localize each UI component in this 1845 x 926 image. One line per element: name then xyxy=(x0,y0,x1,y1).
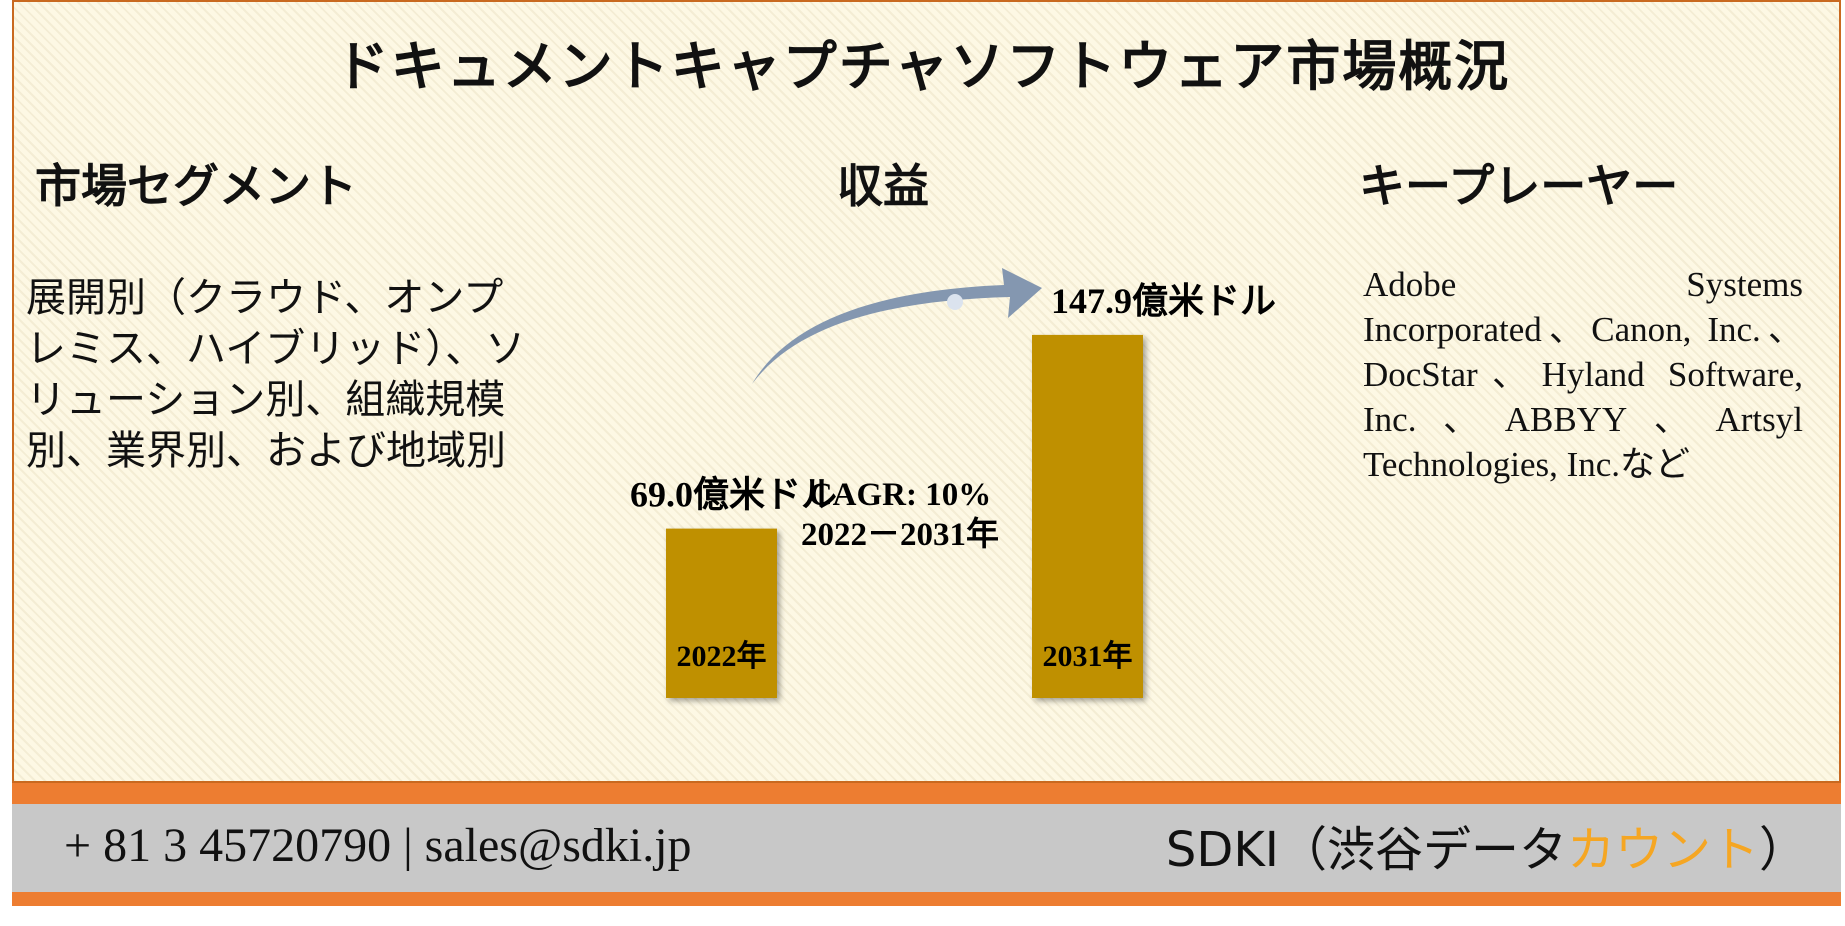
bar xyxy=(666,528,777,698)
footer-stripe xyxy=(12,783,1841,804)
bar-category: 2031年 xyxy=(1043,640,1133,673)
company-name: ） xyxy=(1758,822,1807,878)
value-label: 147.9億米ドル xyxy=(1051,281,1276,321)
bar xyxy=(1032,334,1143,698)
panel xyxy=(12,0,1841,783)
footer-bar xyxy=(12,804,1841,892)
cagr-annotation: CAGR: 10% xyxy=(809,477,991,513)
revenue-heading: 収益 xyxy=(837,161,929,212)
segments-heading: 市場セグメント xyxy=(35,161,357,212)
segments-text: 展開別（クラウド、オンプレミス、ハイブリッド）、ソリューション別、組織規模別、業… xyxy=(26,275,526,473)
bar-category: 2022年 xyxy=(677,640,767,673)
key-players-heading: キープレーヤー xyxy=(1359,161,1679,212)
page-title: ドキュメントキャプチャソフトウェア市場概況 xyxy=(334,37,1511,97)
company-name: カウント xyxy=(1566,822,1759,878)
footer-stripe xyxy=(12,892,1841,906)
growth-arrow xyxy=(752,268,1042,384)
company: SDKI（渋谷データカウント） xyxy=(1166,810,1807,880)
cagr-annotation: 2022－2031年 xyxy=(801,516,999,553)
arrow-dot xyxy=(947,294,963,310)
key-players-text: Adobe Systems Incorporated、Canon, Inc.、D… xyxy=(1363,265,1803,484)
company-name: SDKI（渋谷データ xyxy=(1165,822,1567,878)
value-label: 69.0億米ドル xyxy=(630,475,837,515)
contact: + 81 3 45720790 | sales@sdki.jp xyxy=(64,819,692,872)
